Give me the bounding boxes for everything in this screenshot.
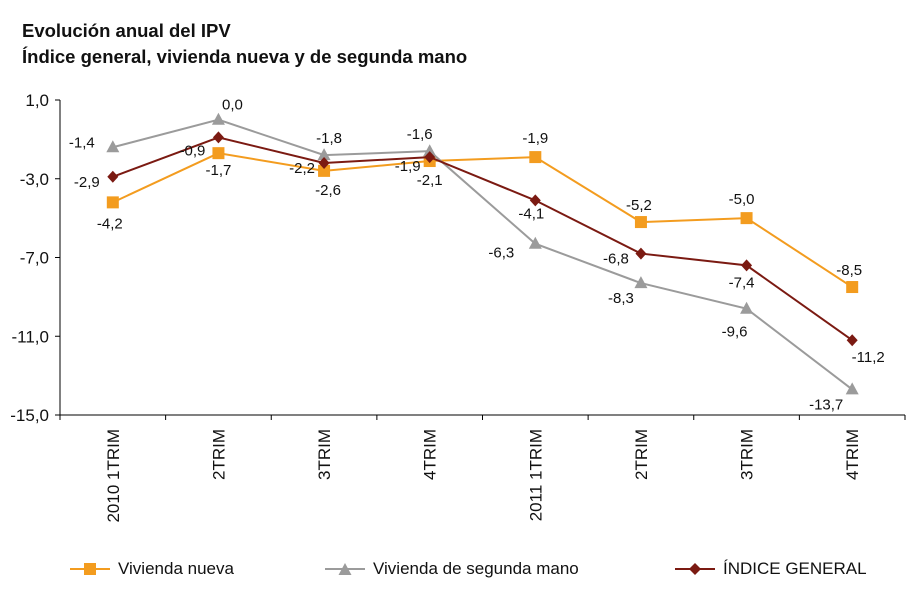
legend-label: Vivienda de segunda mano <box>373 559 579 578</box>
data-label: -2,9 <box>74 174 100 191</box>
data-point-square <box>846 281 859 294</box>
chart-subtitle: Índice general, vivienda nueva y de segu… <box>22 46 468 67</box>
legend-item-indice-general: ÍNDICE GENERAL <box>675 555 867 583</box>
data-label: -6,3 <box>488 245 514 262</box>
data-point-triangle <box>423 144 437 157</box>
data-point-square <box>318 164 331 177</box>
line-chart: 1,0 -3,0 -7,0 -11,0 -15,0 2010 1TRIM 2TRIM 3TRI… <box>10 91 906 523</box>
data-label: -5,2 <box>626 197 652 214</box>
legend: Vivienda nueva Vivienda de segunda mano … <box>0 555 917 585</box>
data-point-diamond <box>212 131 224 144</box>
y-tick-label: -15,0 <box>10 406 49 425</box>
data-label: -4,2 <box>97 215 123 232</box>
data-point-triangle <box>317 148 331 161</box>
data-point-diamond <box>424 151 436 164</box>
data-point-triangle <box>211 112 225 125</box>
data-label: -13,7 <box>809 396 843 413</box>
data-label: -1,6 <box>407 126 433 143</box>
data-label: -1,9 <box>522 130 548 147</box>
data-label: -8,5 <box>836 262 862 279</box>
legend-swatch-indice-general <box>675 563 715 575</box>
legend-swatch-vivienda-nueva <box>70 563 110 575</box>
diamond-marker-icon <box>689 563 701 575</box>
x-tick-label: 2011 1TRIM <box>526 429 545 521</box>
legend-item-vivienda-nueva: Vivienda nueva <box>70 555 234 583</box>
legend-swatch-vivienda-segunda-mano <box>325 563 365 575</box>
data-point-triangle <box>106 140 120 153</box>
x-tick-label: 3TRIM <box>315 429 334 480</box>
data-label: 0,0 <box>222 97 243 114</box>
series-line <box>112 152 853 288</box>
data-label: -2,2 <box>289 160 315 177</box>
data-point-diamond <box>741 259 753 272</box>
data-point-square <box>634 216 647 229</box>
chart-title-block: Evolución anual del IPV Índice general, … <box>22 18 467 70</box>
x-tick-label: 4TRIM <box>421 429 440 480</box>
series-line <box>112 118 853 391</box>
legend-item-vivienda-segunda-mano: Vivienda de segunda mano <box>325 555 579 583</box>
data-point-triangle <box>634 276 648 289</box>
data-point-diamond <box>318 157 330 169</box>
legend-label: ÍNDICE GENERAL <box>723 559 867 578</box>
series-line <box>112 136 853 342</box>
data-point-diamond <box>846 334 858 347</box>
legend-label: Vivienda nueva <box>118 559 234 578</box>
data-point-square <box>529 151 542 164</box>
y-tick-label: -7,0 <box>20 249 49 268</box>
square-marker-icon <box>84 563 96 575</box>
data-label: -0,9 <box>180 142 206 159</box>
data-point-square <box>106 196 119 209</box>
data-point-diamond <box>635 247 647 260</box>
data-label: -1,4 <box>69 134 95 151</box>
data-label: -5,0 <box>729 191 755 208</box>
data-point-diamond <box>107 170 119 183</box>
data-label: -7,4 <box>729 274 755 291</box>
data-label: -9,6 <box>722 324 748 341</box>
data-label: -2,1 <box>417 172 443 189</box>
data-point-triangle <box>528 236 542 249</box>
y-tick-label: -11,0 <box>12 327 50 346</box>
data-point-diamond <box>529 194 541 207</box>
data-point-triangle <box>740 301 754 314</box>
x-tick-label: 2TRIM <box>209 429 228 480</box>
x-tick-label: 4TRIM <box>843 429 862 480</box>
data-label: -1,8 <box>316 130 342 147</box>
chart-title: Evolución anual del IPV <box>22 20 231 41</box>
x-tick-label: 3TRIM <box>738 429 757 480</box>
data-label: -11,2 <box>852 349 885 366</box>
triangle-marker-icon <box>338 563 352 575</box>
y-tick-label: 1,0 <box>25 91 49 110</box>
x-tick-label: 2TRIM <box>632 429 651 480</box>
y-tick-label: -3,0 <box>20 170 49 189</box>
data-point-square <box>740 212 753 225</box>
x-tick-label: 2010 1TRIM <box>104 429 123 523</box>
data-label: -6,8 <box>603 251 629 268</box>
data-label: -4,1 <box>518 205 544 222</box>
data-label: -1,9 <box>395 158 421 175</box>
data-point-triangle <box>845 382 859 395</box>
data-label: -8,3 <box>608 290 634 307</box>
data-point-square <box>212 147 225 160</box>
data-label: -2,6 <box>315 182 341 199</box>
data-label: -1,7 <box>206 162 232 179</box>
